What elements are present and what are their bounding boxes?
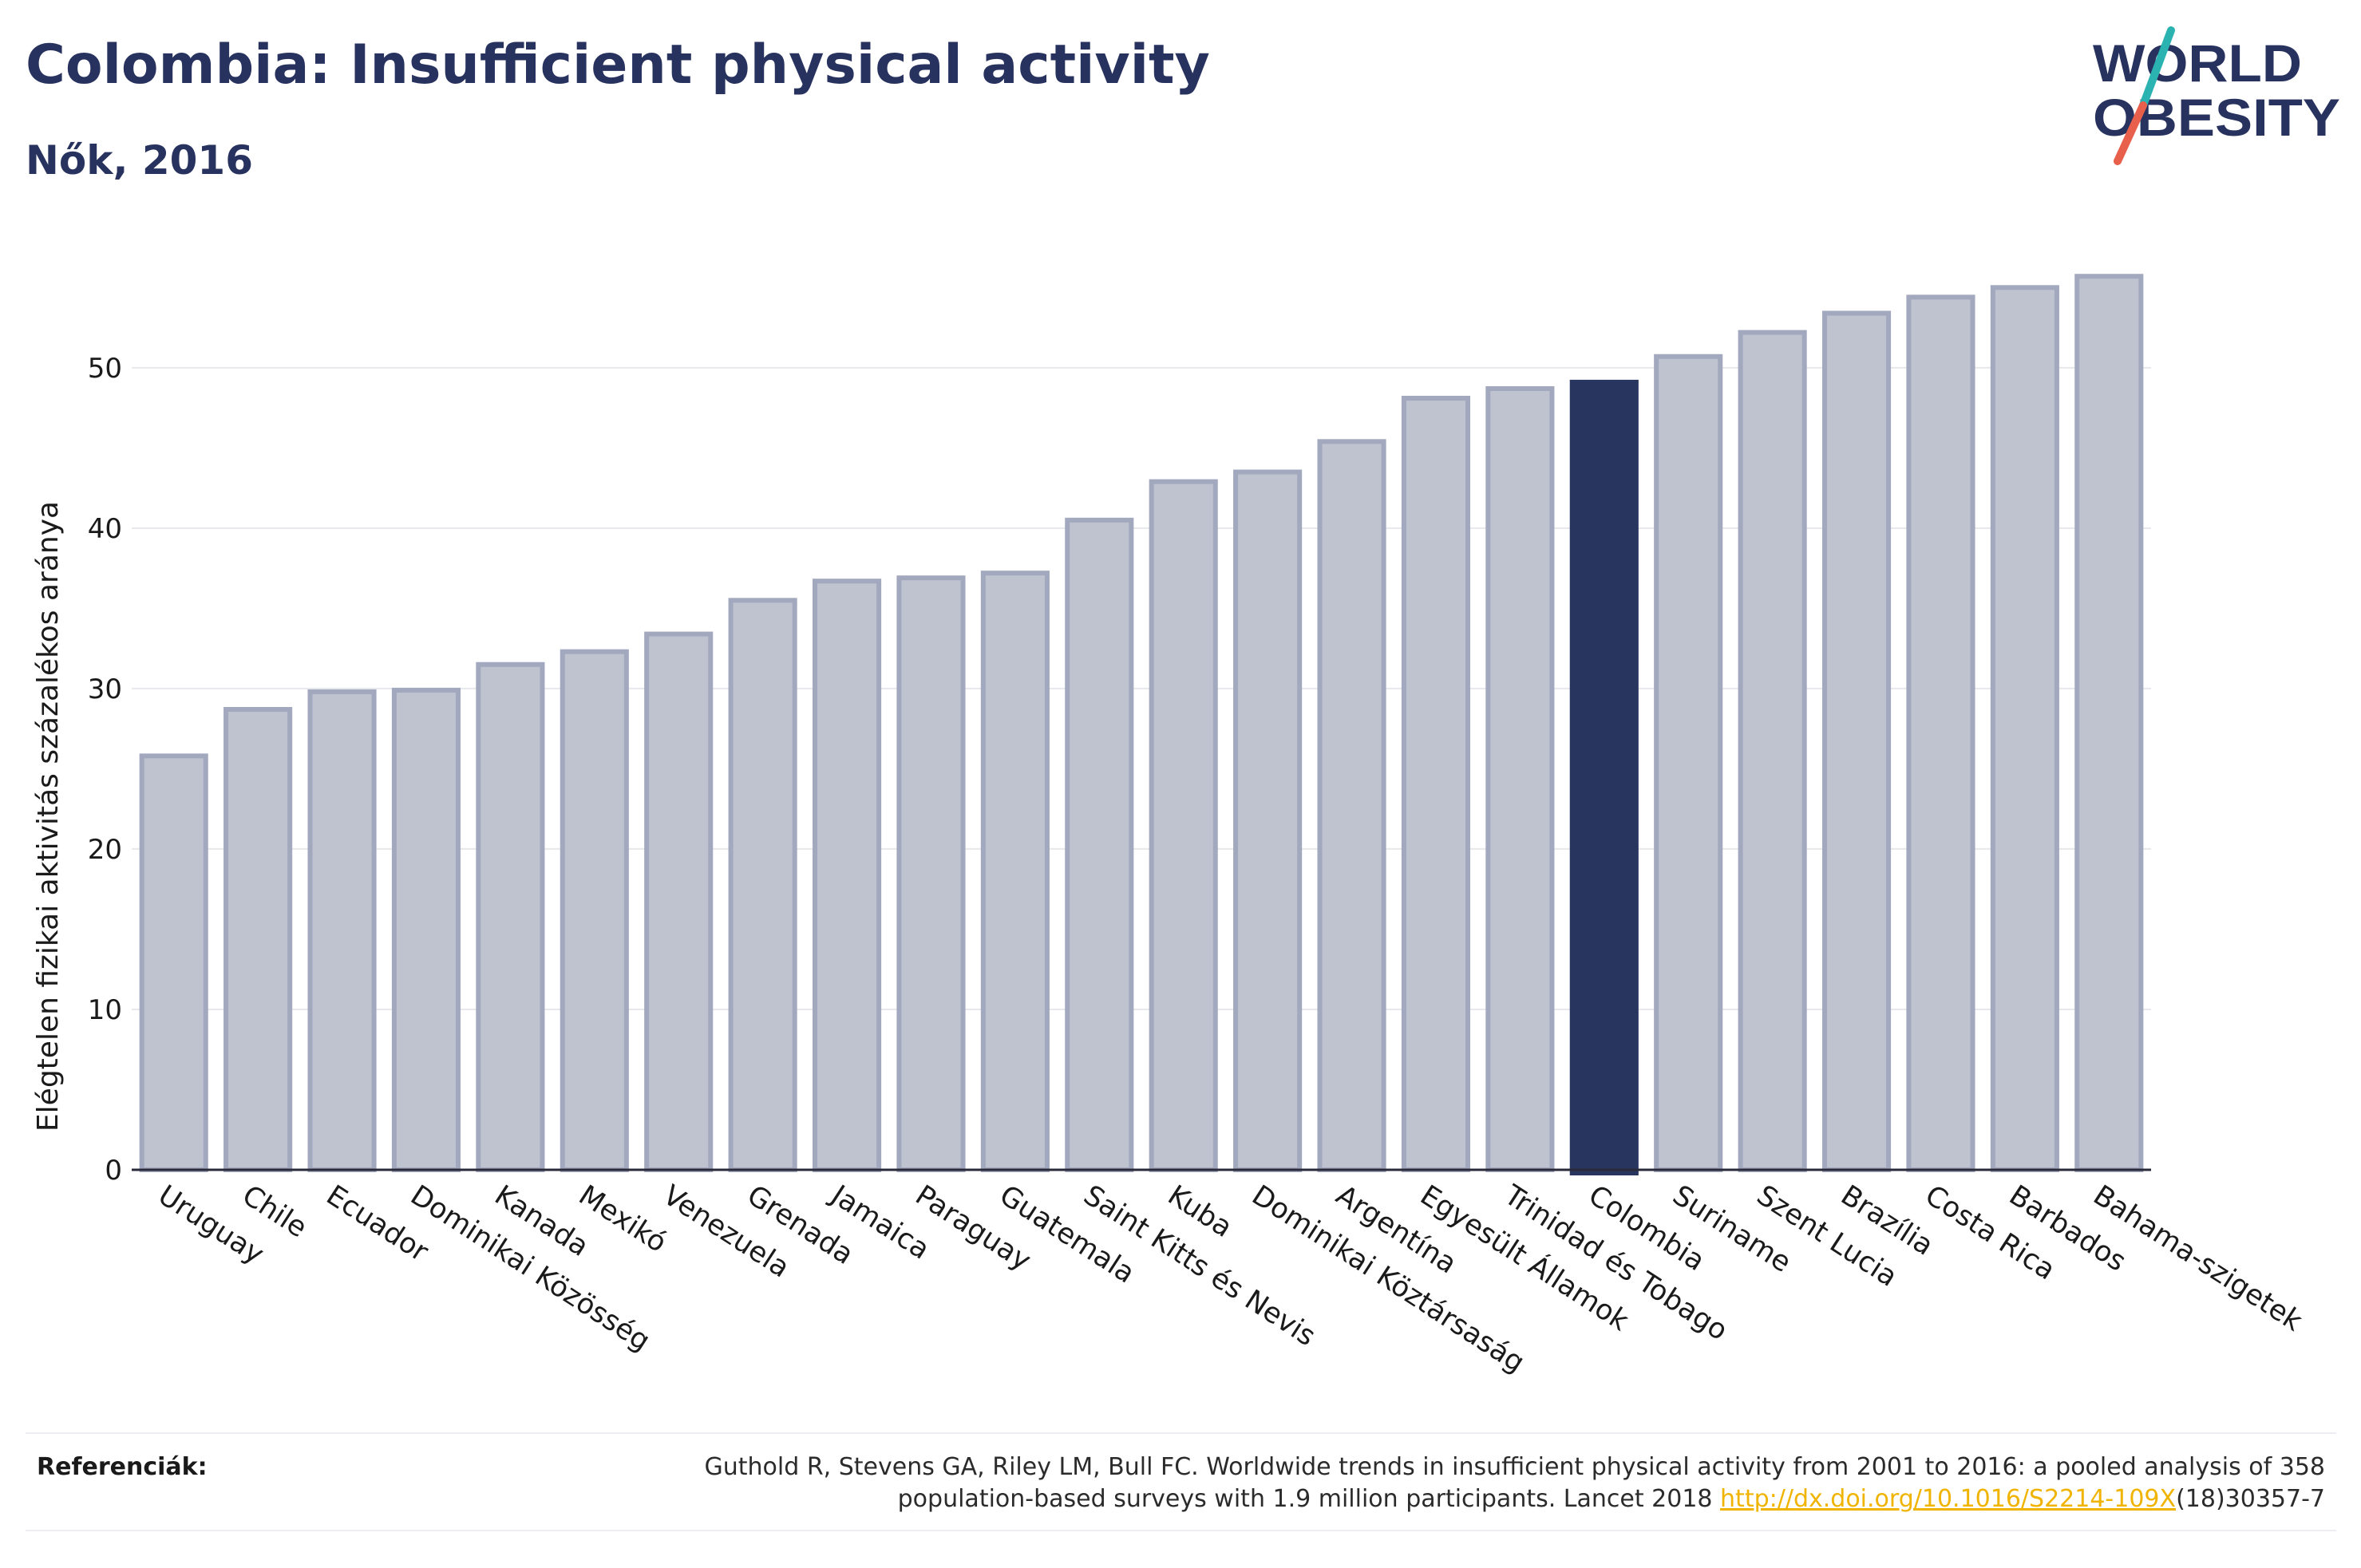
references-section: Referenciák: Guthold R, Stevens GA, Rile…	[26, 1432, 2336, 1531]
bar-highlight	[1569, 379, 1639, 1175]
references-text: Guthold R, Stevens GA, Riley LM, Bull FC…	[489, 1451, 2325, 1515]
bar	[1149, 479, 1218, 1172]
reference-line-2-suffix: (18)30357-7	[2176, 1485, 2325, 1513]
bars	[139, 274, 2144, 1175]
bar	[1233, 469, 1303, 1172]
bar	[1401, 396, 1471, 1173]
y-tick-label: 20	[88, 834, 122, 866]
x-tick-label: Mexikó	[573, 1179, 672, 1259]
bar	[728, 598, 797, 1172]
world-obesity-logo: WORLD OBESITY	[2093, 26, 2340, 165]
chart-subtitle: Nők, 2016	[26, 137, 254, 184]
references-label: Referenciák:	[37, 1453, 208, 1481]
bar	[1654, 353, 1723, 1172]
grid-lines	[132, 366, 2151, 1010]
bar	[391, 687, 461, 1172]
bar	[896, 575, 966, 1172]
y-tick-label: 40	[88, 513, 122, 545]
bar	[476, 662, 545, 1172]
bar	[980, 571, 1050, 1172]
logo-slash-teal	[2139, 26, 2175, 109]
y-tick-label: 10	[88, 994, 122, 1026]
logo-slash-coral	[2114, 101, 2147, 165]
bar	[1990, 285, 2059, 1173]
bar	[1065, 517, 1134, 1172]
bar	[1317, 439, 1386, 1172]
logo-line-world: WORLD	[2093, 34, 2302, 93]
bar	[223, 707, 293, 1172]
chart-title: Colombia: Insufficient physical activity	[26, 34, 1210, 97]
bar	[1738, 330, 1807, 1173]
y-tick-label: 50	[88, 353, 122, 385]
y-axis-label: Elégtelen fizikai aktivitás százalékos a…	[32, 501, 65, 1132]
bar	[307, 689, 377, 1172]
y-tick-label: 30	[88, 673, 122, 705]
bar	[1485, 385, 1555, 1172]
bar	[139, 753, 208, 1172]
reference-line-1: Guthold R, Stevens GA, Riley LM, Bull FC…	[704, 1453, 2325, 1481]
reference-line-2: population-based surveys with 1.9 millio…	[489, 1483, 2325, 1515]
bar	[560, 649, 629, 1172]
reference-line-2-prefix: population-based surveys with 1.9 millio…	[897, 1485, 1721, 1513]
bar	[2074, 274, 2144, 1173]
bar	[644, 631, 714, 1172]
bar	[1821, 310, 1892, 1173]
doi-link[interactable]: http://dx.doi.org/10.1016/S2214-109X	[1720, 1485, 2177, 1513]
bar	[812, 579, 882, 1172]
bar	[1906, 294, 1975, 1172]
y-tick-label: 0	[105, 1155, 122, 1187]
